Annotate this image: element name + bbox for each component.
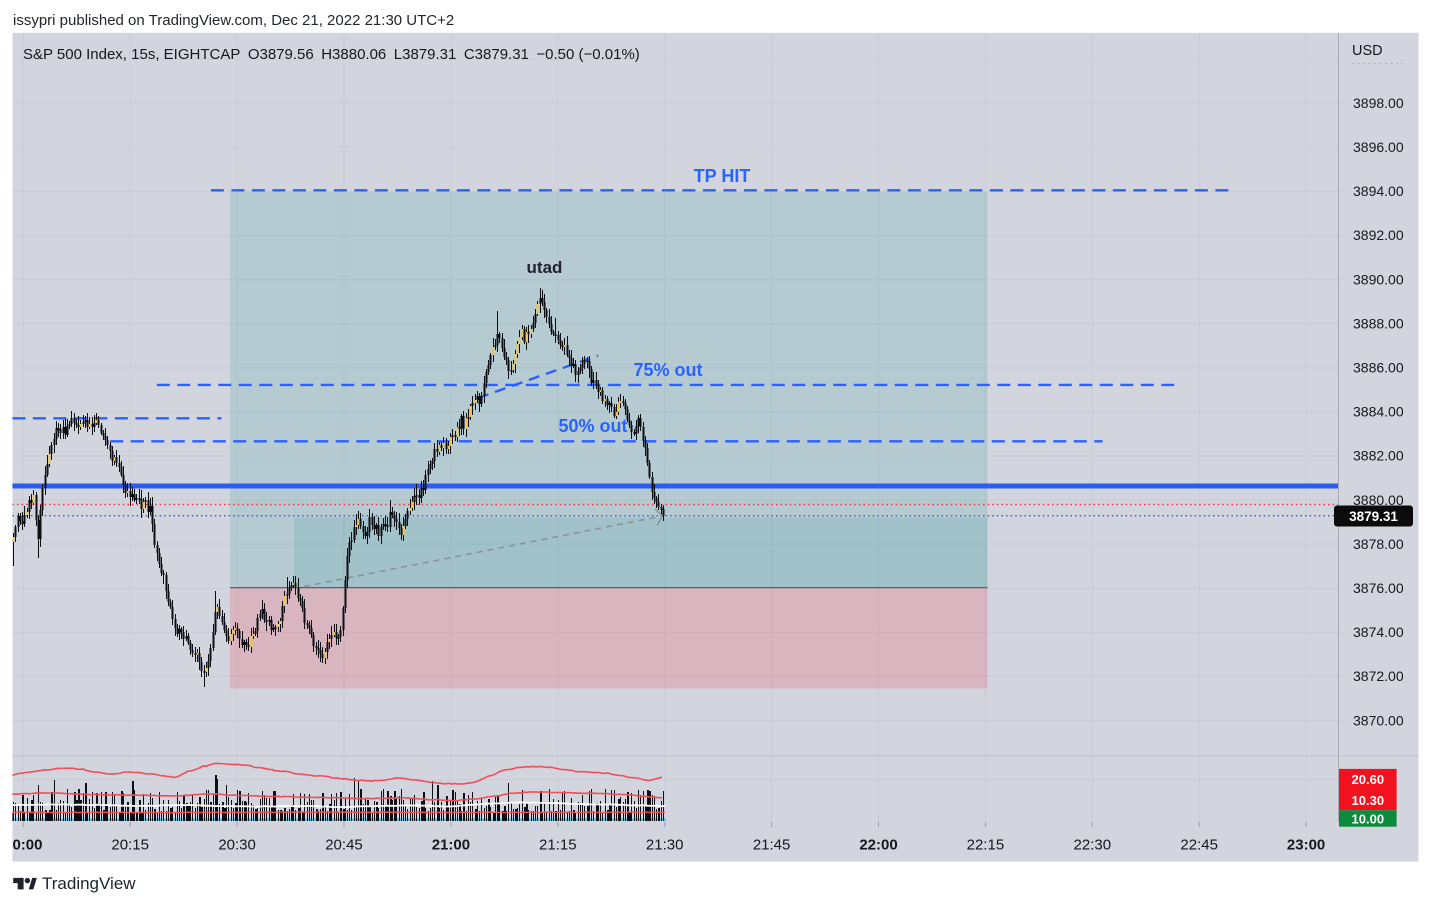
- svg-text:3894.00: 3894.00: [1353, 183, 1404, 199]
- svg-text:22:00: 22:00: [859, 837, 897, 854]
- svg-text:3892.00: 3892.00: [1353, 227, 1404, 243]
- svg-text:TradingView: TradingView: [42, 874, 136, 893]
- svg-text:utad: utad: [527, 258, 563, 277]
- svg-text:3898.00: 3898.00: [1353, 95, 1404, 111]
- svg-text:3896.00: 3896.00: [1353, 139, 1404, 155]
- svg-text:21:30: 21:30: [646, 837, 684, 854]
- svg-text:75% out: 75% out: [633, 360, 702, 380]
- svg-text:20:15: 20:15: [111, 837, 149, 854]
- svg-text:3872.00: 3872.00: [1353, 668, 1404, 684]
- svg-text:20:30: 20:30: [218, 837, 256, 854]
- svg-text:3878.00: 3878.00: [1353, 536, 1404, 552]
- svg-text:S&P 500 Index, 15s, EIGHTCAP O: S&P 500 Index, 15s, EIGHTCAP O3879.56 H3…: [23, 46, 640, 63]
- svg-text:TP HIT: TP HIT: [694, 166, 751, 186]
- svg-text:USD: USD: [1352, 43, 1383, 59]
- svg-text:3880.00: 3880.00: [1353, 492, 1404, 508]
- svg-text:3890.00: 3890.00: [1353, 271, 1404, 287]
- svg-text:3884.00: 3884.00: [1353, 404, 1404, 420]
- svg-text:10.30: 10.30: [1352, 793, 1385, 808]
- svg-text:3886.00: 3886.00: [1353, 360, 1404, 376]
- svg-text:21:45: 21:45: [753, 837, 791, 854]
- svg-text:22:30: 22:30: [1074, 837, 1112, 854]
- svg-text:22:45: 22:45: [1180, 837, 1218, 854]
- svg-text:23:00: 23:00: [1287, 837, 1325, 854]
- svg-text:3874.00: 3874.00: [1353, 624, 1404, 640]
- svg-text:22:15: 22:15: [967, 837, 1005, 854]
- svg-text:20.60: 20.60: [1352, 772, 1385, 787]
- svg-text:3879.31: 3879.31: [1349, 509, 1398, 524]
- svg-text:issypri published on TradingVi: issypri published on TradingView.com, De…: [13, 12, 454, 29]
- svg-text:50% out: 50% out: [558, 416, 627, 436]
- svg-text:20:45: 20:45: [325, 837, 363, 854]
- svg-text:21:00: 21:00: [432, 837, 470, 854]
- svg-text:10.00: 10.00: [1352, 811, 1385, 826]
- svg-text:20:00: 20:00: [4, 837, 42, 854]
- svg-text:3870.00: 3870.00: [1353, 712, 1404, 728]
- svg-text:3888.00: 3888.00: [1353, 315, 1404, 331]
- svg-text:3882.00: 3882.00: [1353, 448, 1404, 464]
- svg-text:3876.00: 3876.00: [1353, 580, 1404, 596]
- svg-text:21:15: 21:15: [539, 837, 577, 854]
